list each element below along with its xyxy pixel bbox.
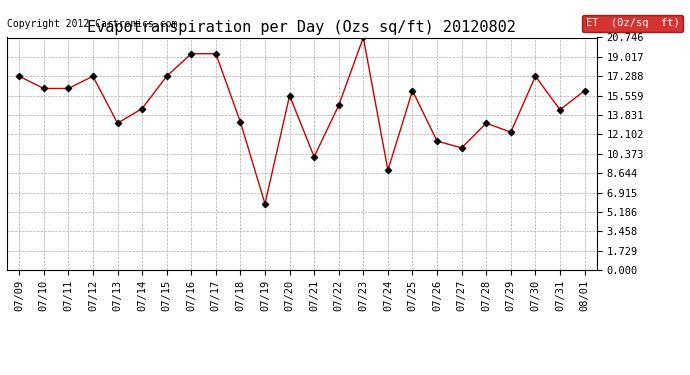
Point [259, 201, 270, 207]
Point [63, 86, 74, 92]
Point [137, 106, 148, 112]
Point [407, 88, 418, 94]
Point [456, 145, 467, 151]
Point [14, 73, 25, 79]
Point [431, 138, 442, 144]
Title: Evapotranspiration per Day (Ozs sq/ft) 20120802: Evapotranspiration per Day (Ozs sq/ft) 2… [88, 20, 516, 35]
Point [358, 34, 369, 40]
Point [481, 120, 492, 126]
Point [308, 154, 319, 160]
Point [333, 102, 344, 108]
Point [284, 93, 295, 99]
Point [210, 51, 221, 57]
Point [530, 73, 541, 79]
Point [579, 88, 590, 94]
Point [88, 73, 99, 79]
Point [112, 120, 123, 126]
Point [235, 119, 246, 125]
Text: Copyright 2012 Cartronics.com: Copyright 2012 Cartronics.com [7, 19, 177, 29]
Legend: ET  (0z/sq  ft): ET (0z/sq ft) [582, 15, 683, 32]
Point [505, 129, 516, 135]
Point [38, 86, 49, 92]
Point [161, 73, 172, 79]
Point [186, 51, 197, 57]
Point [555, 107, 566, 113]
Point [382, 167, 393, 173]
